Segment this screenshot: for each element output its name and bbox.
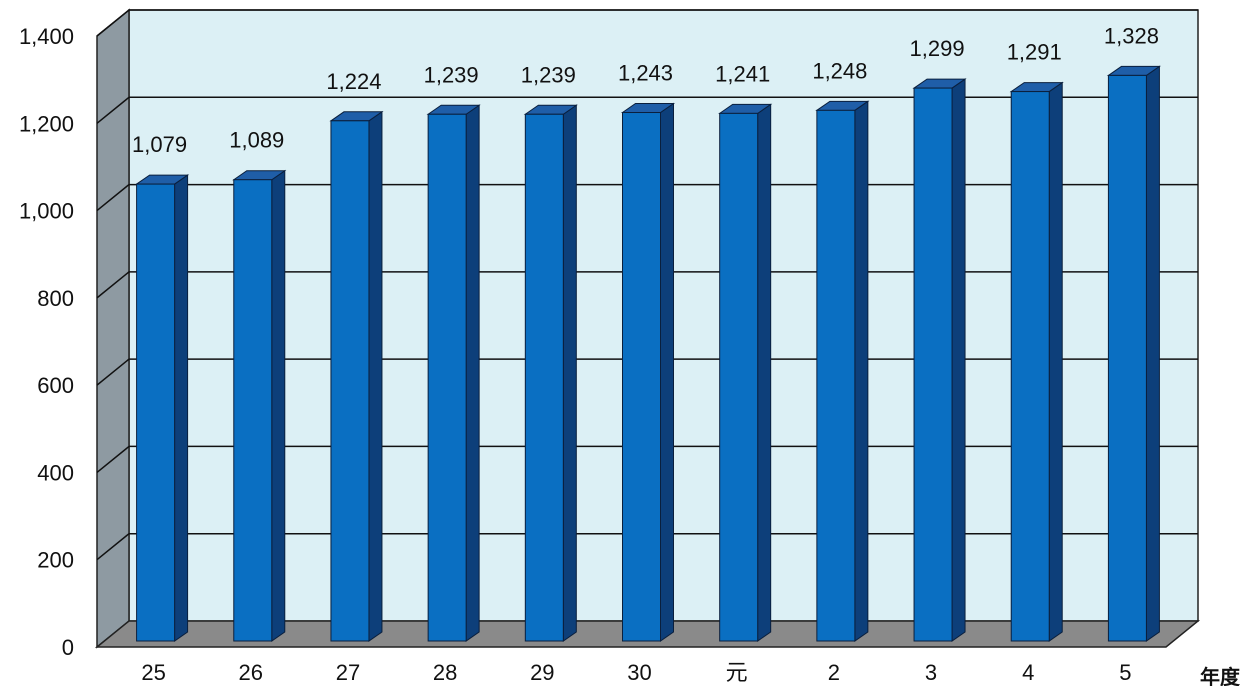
bar	[912, 78, 967, 642]
bar-side	[854, 100, 869, 642]
y-tick-label: 800	[37, 286, 74, 311]
y-tick-label: 1,400	[19, 24, 74, 49]
bar	[718, 103, 773, 642]
data-label: 1,241	[715, 61, 770, 86]
x-tick-label: 30	[627, 660, 651, 685]
x-axis-unit-label: 年度	[1200, 665, 1241, 686]
gridline-side	[96, 358, 130, 386]
x-axis-ticks: 25 26 27 28 29 30 元 2 3 4 5	[141, 660, 1131, 685]
x-tick-label: 2	[828, 660, 840, 685]
bar-front	[330, 120, 370, 642]
x-tick-label: 5	[1119, 660, 1131, 685]
data-label: 1,239	[424, 62, 479, 87]
x-tick-label: 26	[239, 660, 263, 685]
bar-side	[951, 78, 966, 642]
gridline-side	[96, 533, 130, 561]
x-tick-label: 28	[433, 660, 457, 685]
x-tick-label: 27	[336, 660, 360, 685]
gridline-side	[96, 271, 130, 299]
bar-front	[136, 183, 176, 642]
bar-side	[1048, 81, 1063, 642]
data-label: 1,239	[521, 62, 576, 87]
bar	[815, 100, 870, 642]
y-tick-label: 0	[62, 635, 74, 660]
bar-side	[174, 174, 189, 642]
bar	[426, 104, 481, 642]
y-axis-ticks: 0 200 400 600 800 1,000 1,200 1,400	[19, 24, 74, 660]
y-tick-label: 600	[37, 373, 74, 398]
data-label: 1,243	[618, 61, 673, 86]
bar-side	[465, 104, 480, 642]
data-label: 1,328	[1104, 23, 1159, 48]
gridline-side	[96, 445, 130, 474]
bar	[134, 174, 190, 642]
bar	[1106, 65, 1162, 642]
data-label: 1,291	[1007, 40, 1062, 65]
data-label: 1,079	[132, 132, 187, 157]
x-tick-label: 元	[726, 660, 748, 685]
gridline-side	[96, 183, 130, 212]
y-tick-label: 1,200	[19, 111, 74, 136]
data-label: 1,089	[229, 128, 284, 153]
bar	[620, 102, 676, 642]
bar	[523, 104, 578, 642]
x-tick-label: 29	[530, 660, 554, 685]
bar-side	[1145, 65, 1160, 642]
bar-side	[757, 103, 772, 642]
bar-side	[271, 169, 286, 642]
bar-front	[233, 179, 273, 642]
gridline-side	[96, 9, 130, 37]
bar-side	[562, 104, 577, 642]
data-label: 1,248	[812, 58, 867, 83]
x-tick-label: 3	[925, 660, 937, 685]
y-tick-label: 1,000	[19, 199, 74, 224]
gridline-side	[96, 96, 130, 124]
bar	[232, 169, 287, 642]
data-labels: 1,079 1,089 1,224 1,239 1,239 1,243 1,241 1,248…	[132, 23, 1159, 157]
bar-front	[622, 112, 661, 642]
bar	[329, 110, 384, 642]
left-wall	[96, 8, 130, 649]
bar-front	[427, 113, 467, 642]
x-tick-label: 4	[1022, 660, 1034, 685]
bar-front	[816, 109, 856, 642]
data-label: 1,224	[326, 69, 381, 94]
bar-front	[524, 113, 564, 642]
bar-side	[660, 102, 674, 642]
bar-side	[368, 110, 383, 642]
y-tick-label: 200	[37, 548, 74, 573]
bar-front	[1010, 91, 1050, 642]
x-tick-label: 25	[141, 660, 165, 685]
bars	[134, 65, 1162, 642]
bar-front	[719, 112, 759, 642]
data-label: 1,299	[910, 36, 965, 61]
bar-front	[1107, 74, 1147, 642]
bar-front	[913, 87, 953, 642]
bar	[1009, 81, 1064, 642]
y-tick-label: 400	[37, 460, 74, 485]
